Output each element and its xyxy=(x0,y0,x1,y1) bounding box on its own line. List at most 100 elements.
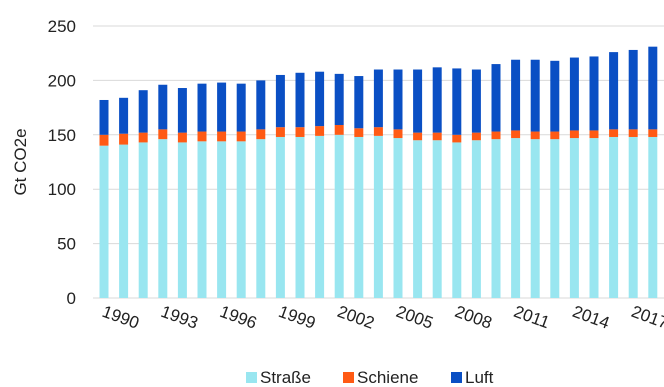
x-tick-label: 1993 xyxy=(158,302,200,333)
x-tick-label: 1990 xyxy=(100,302,142,333)
legend-label: Luft xyxy=(465,368,494,387)
bar-segment xyxy=(628,49,638,130)
bar-segment xyxy=(589,56,599,131)
legend-swatch xyxy=(451,372,462,383)
bar-segment xyxy=(119,133,129,145)
bar-segment xyxy=(373,69,383,128)
bar-segment xyxy=(530,59,540,132)
bar-segment xyxy=(177,132,187,143)
bar-segment xyxy=(177,142,187,298)
bar-segment xyxy=(609,129,619,137)
bar-segment xyxy=(354,128,364,137)
bar-segment xyxy=(393,69,403,130)
bar-segment xyxy=(452,134,462,143)
x-axis: 1990 1993 1996 1999 2002 2005 2008 2011 2014 2017 xyxy=(100,302,664,333)
bar-segment xyxy=(491,64,501,132)
bar-segment xyxy=(550,131,560,140)
bar-segment xyxy=(589,138,599,298)
x-tick-label: 2005 xyxy=(394,302,436,333)
bar-segment xyxy=(530,131,540,140)
bar-segment xyxy=(275,127,285,137)
bar-segment xyxy=(158,139,168,298)
bar-segment xyxy=(589,130,599,139)
legend-swatch xyxy=(343,372,354,383)
bar-segment xyxy=(393,138,403,298)
bar-segment xyxy=(569,138,579,298)
bar-segment xyxy=(628,129,638,137)
bar-segment xyxy=(648,129,658,137)
bar-segment xyxy=(452,142,462,298)
x-tick-label: 1996 xyxy=(217,302,259,333)
legend-item: Straße xyxy=(246,368,311,387)
bar-segment xyxy=(256,80,266,130)
bar-segment xyxy=(295,136,305,298)
bar-segment xyxy=(471,132,481,141)
bar-segment xyxy=(275,136,285,298)
legend-item: Luft xyxy=(451,368,494,387)
bar-segment xyxy=(491,131,501,140)
bar-segment xyxy=(354,76,364,129)
legend-item: Schiene xyxy=(343,368,418,387)
bar-segment xyxy=(315,71,325,127)
legend-swatch xyxy=(246,372,257,383)
bar-segment xyxy=(648,136,658,298)
bar-segment xyxy=(295,127,305,137)
bar-segment xyxy=(315,135,325,298)
bar-segment xyxy=(99,99,109,135)
bar-segment xyxy=(648,46,658,130)
bar-segment xyxy=(295,72,305,128)
bar-segment xyxy=(373,127,383,136)
y-tick-label: 50 xyxy=(57,235,76,254)
bar-segment xyxy=(158,84,168,130)
bar-segment xyxy=(256,139,266,298)
bar-segment xyxy=(138,132,148,143)
x-tick-label: 2008 xyxy=(452,302,494,333)
bar-segment xyxy=(236,141,246,298)
bar-segment xyxy=(413,140,423,298)
bar-segment xyxy=(354,136,364,298)
bar-segment xyxy=(373,135,383,298)
bar-segment xyxy=(491,139,501,298)
bar-segment xyxy=(315,126,325,136)
bar-segment xyxy=(432,67,442,133)
bar-segment xyxy=(119,144,129,298)
bar-segment xyxy=(177,88,187,133)
bar-segment xyxy=(138,142,148,298)
bar-segment xyxy=(471,69,481,133)
bar-segment xyxy=(334,73,344,126)
bar-segment xyxy=(609,52,619,130)
bar-segment xyxy=(550,139,560,298)
bar-segment xyxy=(334,125,344,135)
bar-segment xyxy=(413,132,423,141)
bar-segment xyxy=(393,129,403,139)
bar-segment xyxy=(413,69,423,133)
bar-segment xyxy=(550,60,560,132)
legend-label: Schiene xyxy=(357,368,418,387)
bar-segment xyxy=(275,74,285,128)
bar-segment xyxy=(511,138,521,298)
bars xyxy=(99,46,658,298)
bar-segment xyxy=(197,141,207,298)
bar-segment xyxy=(197,83,207,132)
bar-segment xyxy=(432,140,442,298)
bar-segment xyxy=(158,129,168,140)
legend-label: Straße xyxy=(260,368,311,387)
bar-segment xyxy=(99,145,109,298)
bar-segment xyxy=(628,136,638,298)
bar-segment xyxy=(569,130,579,139)
bar-segment xyxy=(217,141,227,298)
x-tick-label: 2017 xyxy=(629,302,664,333)
bar-segment xyxy=(511,130,521,139)
bar-segment xyxy=(471,140,481,298)
x-tick-label: 1999 xyxy=(276,302,318,333)
bar-segment xyxy=(530,139,540,298)
bar-segment xyxy=(511,59,521,131)
bar-segment xyxy=(569,57,579,131)
bar-segment xyxy=(432,132,442,141)
y-axis-title: Gt CO2e xyxy=(11,128,30,195)
bar-segment xyxy=(609,136,619,298)
y-tick-label: 100 xyxy=(48,180,76,199)
bar-segment xyxy=(138,90,148,133)
bar-segment xyxy=(99,134,109,146)
